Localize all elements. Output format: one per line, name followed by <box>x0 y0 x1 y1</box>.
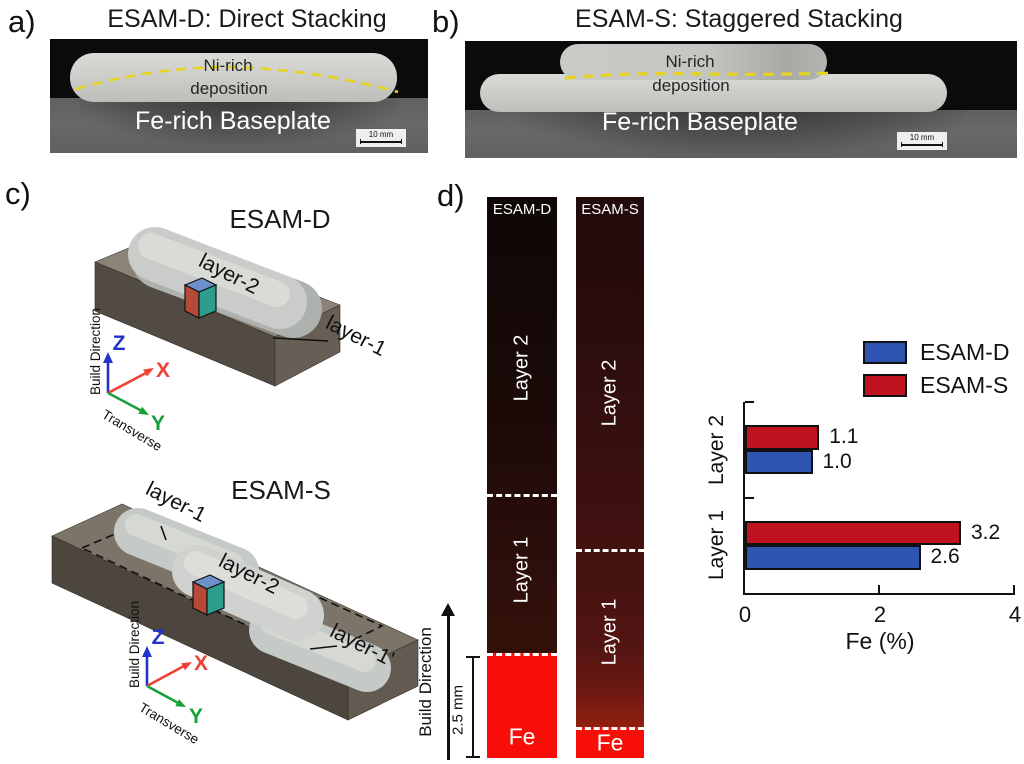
ni-interface-dashed-line-a <box>75 65 399 94</box>
label-deposition-a: deposition <box>190 79 268 98</box>
heat-affected-zone-b <box>520 110 962 154</box>
legend-label-esam-d: ESAM-D <box>920 339 1010 365</box>
chart-x-tick-label: 2 <box>873 602 887 627</box>
scale-bar-line-b <box>901 142 943 147</box>
strip-d-fe-region <box>487 653 557 758</box>
scale-bar-line-a <box>360 139 402 144</box>
scale-bar-b: 10 mm <box>897 132 947 150</box>
ni-interface-dashed-line-b <box>564 71 834 80</box>
layer-1-pointer-d <box>272 337 329 342</box>
scale-2-5mm-label: 2.5 mm <box>449 684 467 736</box>
label-ni-rich-b: Ni-rich <box>665 52 715 71</box>
strip-d-title: ESAM-D <box>492 201 552 218</box>
axis-x-label-s: X <box>194 652 208 675</box>
chart-y-tick <box>745 496 754 499</box>
chart-legend: ESAM-D ESAM-S <box>863 339 1009 405</box>
legend-row-esam-s: ESAM-S <box>863 372 1009 399</box>
chart-x-tick <box>1013 585 1015 594</box>
esam-d-model-title: ESAM-D <box>229 204 330 234</box>
build-direction-label-s: Build Direction <box>127 601 142 688</box>
chart-x-tick-label: 0 <box>738 602 752 627</box>
axis-x-label-d: X <box>156 359 170 382</box>
strip-s-layer2-label: Layer 2 <box>598 359 621 427</box>
panel-a-letter: a) <box>8 4 36 39</box>
esam-s-model: ESAM-S layer-1 layer-2 layer-1' <box>51 475 419 747</box>
scale-2-5mm-line <box>472 657 474 758</box>
build-direction-label-d: Build Direction <box>88 308 103 395</box>
scale-bar-label-a: 10 mm <box>368 130 394 139</box>
axis-y-label-s: Y <box>189 705 203 728</box>
bar-value-label: 3.2 <box>971 520 1001 544</box>
build-direction-arrow-line <box>447 616 450 760</box>
legend-row-esam-d: ESAM-D <box>863 339 1009 366</box>
legend-label-esam-s: ESAM-S <box>920 372 1009 398</box>
strip-s-layer-boundary-dashed <box>576 549 644 552</box>
panel-a-title: ESAM-D: Direct Stacking <box>107 5 387 33</box>
strip-d-layer2-label: Layer 2 <box>510 334 533 402</box>
esam-s-model-title: ESAM-S <box>231 475 331 505</box>
scale-2-5mm-cap-bottom <box>466 756 480 758</box>
strip-d-layer1-label: Layer 1 <box>510 536 533 604</box>
axis-z-label-d: Z <box>113 332 126 355</box>
chart-x-axis-title: Fe (%) <box>845 628 915 654</box>
chart-category-label: Layer 1 <box>705 510 728 581</box>
label-ni-rich-a: Ni-rich <box>203 56 253 75</box>
sample-cuboid-s <box>191 574 226 616</box>
bar-value-label: 1.1 <box>829 425 859 449</box>
previous-layer-dashed-outline-s <box>80 519 384 659</box>
bar-value-label: 1.0 <box>822 449 852 473</box>
chart-x-tick-label: 4 <box>1008 602 1022 627</box>
bar-esam-d-layer-1 <box>745 545 921 570</box>
chart-y-axis <box>743 402 745 595</box>
bar-esam-s-layer-1 <box>745 520 961 546</box>
bar-value-label: 2.6 <box>930 545 960 569</box>
bar-esam-d-layer-2 <box>745 449 813 475</box>
strip-d-fe-label: Fe <box>508 723 536 750</box>
scale-bar-label-b: 10 mm <box>909 133 935 142</box>
chart-x-axis <box>743 593 1015 595</box>
panel-b-title: ESAM-S: Staggered Stacking <box>575 5 903 33</box>
panel-b-letter: b) <box>432 4 460 39</box>
chart-x-tick <box>878 585 880 594</box>
bar-esam-s-layer-2 <box>745 425 820 450</box>
layer-1-pointer-s <box>160 525 167 541</box>
axis-z-label-s: Z <box>152 626 165 649</box>
axis-y-label-d: Y <box>151 412 165 435</box>
layer-1p-pointer-s <box>309 645 338 650</box>
sample-cuboid-d <box>183 277 218 319</box>
eds-strip-esam-d: ESAM-D Layer 2 Layer 1 Fe <box>487 197 557 758</box>
build-direction-strip-label: Build Direction <box>416 627 435 737</box>
chart-y-tick <box>745 401 754 403</box>
chart-category-label: Layer 2 <box>705 414 728 485</box>
strip-s-title: ESAM-S <box>581 201 639 218</box>
legend-swatch-esam-s <box>863 374 907 397</box>
legend-swatch-esam-d <box>863 341 907 364</box>
micrograph-esam-s: Ni-rich deposition Fe-rich Baseplate 10 … <box>465 41 1017 158</box>
micrograph-esam-d: Ni-rich deposition Fe-rich Baseplate 10 … <box>50 39 428 153</box>
strip-s-fe-label: Fe <box>596 729 624 756</box>
deposit-region-a <box>70 53 397 102</box>
label-baseplate-a: Fe-rich Baseplate <box>135 107 331 135</box>
deposit-3d-d <box>128 227 322 338</box>
label-deposition-b: deposition <box>652 76 730 95</box>
esam-d-model: ESAM-D layer-2 layer-1 Z X Y <box>88 204 390 454</box>
label-baseplate-b: Fe-rich Baseplate <box>602 108 798 136</box>
strip-s-fe-region <box>576 727 644 758</box>
strip-d-dark-region <box>487 197 557 656</box>
fe-chart: Fe (%) ESAM-D ESAM-S Layer 2 1.1 1.0 Layer 1… <box>700 325 1024 665</box>
strip-s-layer1-label: Layer 1 <box>598 598 621 666</box>
heat-affected-zone-a <box>80 98 398 146</box>
deposit-layer1-region-b <box>480 74 947 112</box>
build-direction-arrowhead <box>441 603 455 616</box>
panel-c-letter: c) <box>5 176 31 211</box>
strip-s-dark-region <box>576 197 644 730</box>
panel-d-letter: d) <box>437 178 465 213</box>
eds-strip-esam-s: ESAM-S Layer 2 Layer 1 Fe <box>576 197 644 758</box>
scale-bar-a: 10 mm <box>356 129 406 147</box>
scale-2-5mm-cap-top <box>466 656 480 658</box>
strip-d-layer-boundary-dashed <box>487 494 557 497</box>
